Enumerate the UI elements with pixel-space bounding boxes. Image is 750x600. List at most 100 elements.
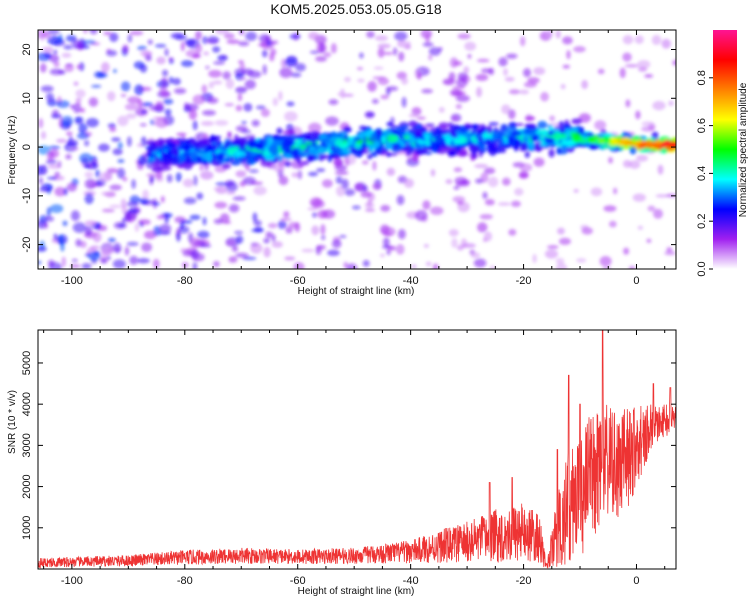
heatmap-cell [164, 48, 169, 57]
heatmap-cell [248, 169, 259, 173]
heatmap-cell [84, 220, 97, 226]
heatmap-cell [548, 130, 554, 136]
heatmap-cell [202, 110, 216, 116]
heatmap-cell [403, 178, 414, 188]
heatmap-cell [65, 34, 77, 42]
heatmap-cell [487, 176, 499, 188]
heatmap-cell [66, 182, 77, 192]
heatmap-cell [318, 150, 327, 154]
heatmap-cell [653, 208, 664, 219]
heatmap-cell [555, 262, 568, 269]
heatmap-cell [367, 136, 379, 142]
heatmap-cell [249, 148, 259, 153]
heatmap-cell [109, 184, 122, 191]
heatmap-cell [109, 127, 117, 132]
heatmap-cell [54, 186, 66, 197]
heatmap-cell [324, 52, 332, 58]
heatmap-cell [107, 237, 116, 243]
heatmap-cell [278, 175, 289, 186]
heatmap-cell [52, 49, 58, 55]
heatmap-cell [271, 241, 283, 248]
heatmap-cell [222, 163, 231, 170]
colorbar-tick-label: 0.0 [696, 261, 708, 276]
heatmap-cell [510, 200, 521, 208]
heatmap-cell [622, 52, 632, 62]
heatmap-cell [231, 246, 239, 252]
heatmap-cell [637, 59, 651, 69]
heatmap-cell [106, 49, 118, 57]
heatmap-cell [432, 263, 439, 269]
heatmap-cell [418, 140, 427, 145]
heatmap-cell [422, 42, 434, 47]
heatmap-cell [558, 121, 565, 127]
heatmap-cell [382, 237, 390, 248]
heatmap-cell [191, 154, 198, 163]
heatmap-cell [235, 86, 247, 94]
heatmap-cell [116, 167, 126, 179]
heatmap-cell [652, 100, 666, 111]
heatmap-cell [474, 163, 489, 169]
heatmap-cell [103, 31, 112, 36]
heatmap-cell [342, 149, 351, 154]
heatmap-cell [66, 131, 73, 136]
heatmap-cell [629, 146, 637, 155]
heatmap-cell [373, 66, 384, 70]
heatmap-cell [380, 204, 391, 212]
heatmap-cell [425, 138, 431, 147]
heatmap-cell [401, 96, 407, 108]
heatmap-cell [194, 30, 202, 40]
heatmap-cell [587, 136, 596, 142]
heatmap-cell [280, 217, 292, 222]
heatmap-cell [225, 181, 238, 192]
heatmap-cell [166, 141, 177, 149]
heatmap-cell [199, 244, 212, 248]
heatmap-cell [344, 188, 356, 196]
heatmap-cell [137, 45, 147, 51]
heatmap-cell [370, 132, 380, 138]
heatmap-cell [573, 189, 579, 193]
heatmap-cell [188, 109, 198, 120]
heatmap-cell [111, 137, 121, 142]
heatmap-cell [47, 35, 61, 46]
heatmap-cell [49, 54, 60, 63]
heatmap-cell [215, 30, 230, 35]
heatmap-cell [38, 260, 42, 265]
colorbar: 0.0 0.2 0.4 0.6 0.8 Normalized spectral ampl… [696, 30, 749, 277]
heatmap-cell [339, 88, 346, 99]
heatmap-cell [251, 228, 265, 233]
heatmap-cell [71, 258, 78, 263]
heatmap-cell [502, 178, 511, 186]
heatmap-cell [352, 205, 361, 210]
heatmap-cell [40, 131, 47, 140]
heatmap-cell [282, 130, 293, 134]
heatmap-cell [99, 256, 109, 264]
heatmap-cell [61, 52, 72, 58]
heatmap-cell [64, 63, 74, 73]
heatmap-cell [122, 176, 128, 182]
heatmap-cell [475, 178, 484, 184]
heatmap-cell [159, 223, 172, 234]
heatmap-cell [326, 134, 331, 143]
heatmap-cell [457, 33, 471, 40]
heatmap-cell [145, 54, 152, 62]
heatmap-cell [38, 118, 44, 129]
heatmap-cell [53, 233, 58, 241]
heatmap-cell [160, 195, 165, 203]
heatmap-cell [335, 138, 344, 146]
heatmap-cell [385, 86, 399, 92]
heatmap-cell [614, 138, 619, 144]
heatmap-cell [414, 148, 427, 155]
heatmap-cell [505, 53, 518, 59]
heatmap-cell [75, 97, 82, 102]
heatmap-cell [44, 222, 49, 229]
heatmap-cell [671, 137, 676, 143]
heatmap-cell [279, 67, 293, 78]
heatmap-cell [38, 30, 48, 39]
heatmap-cell [564, 128, 571, 138]
heatmap-cell [203, 147, 213, 153]
colorbar-tick-label: 0.8 [696, 70, 708, 85]
heatmap-cell [581, 227, 593, 235]
heatmap-cell [321, 179, 333, 188]
heatmap-cell [412, 152, 419, 162]
